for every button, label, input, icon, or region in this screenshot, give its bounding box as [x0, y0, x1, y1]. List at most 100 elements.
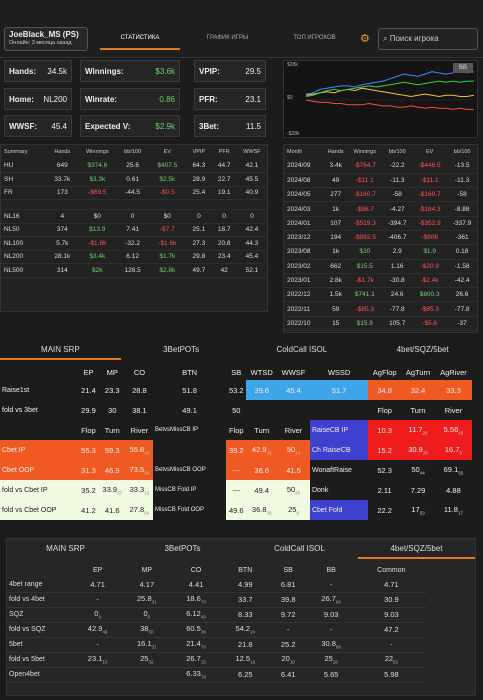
tab-3betpots[interactable]: 3BetPOTs: [164, 544, 201, 553]
summary-row[interactable]: NL200 28.1k $3.4k 6.12 $1.7k 29.8 23.4 45.4: [1, 250, 267, 264]
grid2-cell: -: [306, 577, 356, 593]
tab-top-players[interactable]: ТОП ИГРОКОВ: [293, 35, 336, 41]
grid-cell-value: 29.9: [81, 405, 96, 415]
grid-cell: 33.937: [98, 480, 126, 500]
monthly-row[interactable]: 2023/02 662 $15.5 1.16 -$20.9 -1.58: [284, 259, 477, 274]
grid2-cell-value: 4.71: [384, 579, 399, 589]
grid-cell-value: 36.8: [251, 504, 267, 514]
monthly-row[interactable]: 2024/08 49 -$11.1 -11.3 -$11.1 -11.3: [284, 173, 477, 189]
grid-cell-value: Ch RaiseCB: [311, 446, 351, 454]
monthly-row[interactable]: 2023/12 194 -$992.5 -406.7 -$806 -361: [284, 230, 477, 246]
stat-label: Hands:: [9, 67, 37, 76]
grid-cell-value: 41.2: [81, 505, 96, 515]
summary-row[interactable]: NL50 374 $13.9 7.41 -$7.7 25.1 18.7 42.4: [1, 223, 267, 237]
monthly-row[interactable]: 2023/01 2.8k -$1.7k -30.8 -$2.4k -42.4: [284, 273, 477, 289]
grid-cell: 1753: [401, 500, 435, 520]
grid-cell-value: River: [284, 425, 303, 435]
summary-cell: 314: [46, 263, 78, 278]
grid-cell: 5020: [277, 480, 310, 500]
stat-label: Winrate:: [85, 95, 117, 104]
monthly-row[interactable]: 2022/12 1.5k $741.1 24.6 $800.3 26.6: [284, 287, 477, 303]
grid2-cell-sample: 88: [335, 644, 341, 650]
monthly-row[interactable]: 2023/08 1k $30 2.9 $1.9 0.18: [284, 244, 477, 260]
grid2-cell: 25.2: [269, 637, 307, 653]
summary-cell: FR: [1, 186, 47, 200]
tab-game-graph[interactable]: ГРАФИК ИГРЫ: [206, 35, 249, 41]
grid-cell-value: 4.88: [446, 485, 461, 495]
user-card[interactable]: JoeBlack_MS (PS) Онлайн: 3 месяца назад: [4, 27, 88, 51]
monthly-cell: 15: [324, 316, 348, 332]
grid2-cell: 54.224: [220, 622, 270, 638]
grid-cell-value: 23.3: [104, 385, 120, 395]
stat-value: 11.5: [246, 122, 261, 131]
grid2-cell: 5bet: [7, 637, 73, 653]
stat-value: $2.9k: [155, 122, 175, 131]
grid2-cell-value: 6.12: [186, 609, 201, 619]
monthly-cell: -1.58: [447, 259, 477, 274]
grid2-header-cell: MP: [141, 566, 153, 574]
summary-cell: 0: [186, 209, 212, 224]
tab-4bet-sqz-5bet[interactable]: 4bet/SQZ/5bet: [358, 539, 475, 559]
grid2-cell: 26.715: [171, 652, 221, 668]
monthly-cell: -$160.7: [412, 187, 448, 203]
monthly-cell: 1k: [324, 244, 348, 260]
tab-coldcall-isol[interactable]: ColdCall ISOL: [274, 544, 325, 553]
tab-3betpots[interactable]: 3BetPOTs: [163, 345, 200, 354]
grid-cell: MissCB Fold IP: [153, 480, 227, 500]
chart-unit-badge[interactable]: BB: [453, 63, 473, 73]
search-icon: ⌕: [383, 34, 388, 43]
summary-cell: -$7.7: [148, 223, 187, 237]
summary-row[interactable]: SH 33.7k $3.3k 0.61 $2.5k 28.9 22.7 45.5: [1, 172, 267, 187]
monthly-row[interactable]: 2022/10 15 $15.9 105.7 -$5.6 -37: [284, 316, 477, 332]
grid-cell: 31.3: [78, 460, 99, 480]
grid-cell: 49.4: [246, 480, 278, 500]
grid-cell: River: [434, 400, 472, 420]
grid2-cell-value: 25: [140, 654, 149, 664]
grid-cell-value: ---: [232, 485, 241, 495]
grid-cell: 69.155: [434, 460, 472, 480]
monthly-header-cell: EV: [425, 149, 434, 155]
summary-row[interactable]: NL100 5.7k -$1.8k -32.2 -$1.6k 27.3 20.8 44.3: [1, 236, 267, 251]
grid-cell-value: 51.8: [182, 385, 197, 395]
grid-cell: 51.8: [153, 380, 227, 400]
monthly-row[interactable]: 2024/05 277 -$160.7 -58 -$160.7 -58: [284, 187, 477, 203]
monthly-cell: 2.8k: [324, 273, 348, 289]
grid-cell: [309, 400, 369, 420]
grid-cell-value: MissCB Fold IP: [155, 487, 197, 493]
summary-row[interactable]: NL16 4 $0 0 $0 0 0 0: [1, 209, 267, 224]
grid-cell: 5044: [401, 460, 435, 480]
monthly-cell: 59: [324, 301, 348, 317]
tab-statistics[interactable]: СТАТИСТИКА: [100, 30, 180, 50]
grid-cell: WTSD: [246, 364, 278, 380]
summary-cell: $13.9: [77, 223, 117, 237]
grid-cell: 41.5: [277, 460, 310, 480]
tab-main-srp[interactable]: MAIN SRP: [0, 340, 121, 360]
monthly-row[interactable]: 2022/11 59 -$85.3 -77.8 -$85.3 -77.8: [284, 301, 477, 317]
monthly-cell: -$806: [412, 230, 448, 246]
summary-cell: 45.5: [236, 172, 267, 187]
tab-coldcall-isol[interactable]: ColdCall ISOL: [276, 345, 328, 354]
grid2-cell: 6.81: [269, 577, 307, 593]
grid-cell-value: 22.2: [377, 505, 392, 515]
search-input[interactable]: ⌕ Поиск игрока: [378, 28, 478, 50]
monthly-row[interactable]: 2024/01 107 -$519.3 -394.7 -$352.9 -337.9: [284, 216, 477, 231]
summary-row[interactable]: NL500 314 $2k 126.5 $2.8k 49.7 42 52.1: [1, 263, 267, 278]
monthly-row[interactable]: 2024/03 1k -$88.7 -4.27 -$184.3 -8.88: [284, 201, 477, 217]
grid2-cell: 21.8: [220, 637, 270, 653]
stat-card: Winrate: 0.86: [80, 88, 180, 110]
summary-cell: NL100: [1, 236, 47, 251]
monthly-cell: 2024/03: [284, 201, 325, 217]
settings-gear-icon[interactable]: ⚙: [360, 33, 370, 45]
tab-4bet-sqz-5bet[interactable]: 4bet/SQZ/5bet: [396, 345, 449, 354]
monthly-cell: 105.7: [382, 316, 413, 332]
summary-row[interactable]: HU 649 $374.6 25.6 $407.5 64.3 44.7 42.1: [1, 159, 267, 173]
monthly-cell: -30.8: [382, 273, 413, 289]
grid2-cell: 3850: [122, 622, 172, 638]
tab-main-srp[interactable]: MAIN SRP: [46, 544, 85, 553]
summary-row[interactable]: FR 173 -$69.5 -44.5 -$0.5 25.4 19.1 40.9: [1, 186, 267, 200]
summary-spacer: [1, 199, 267, 210]
grid-cell: 258: [277, 500, 310, 520]
grid2-cell: 18.670: [171, 592, 221, 608]
monthly-cell: 2024/08: [284, 173, 325, 189]
monthly-row[interactable]: 2024/09 3.4k -$764.7 -22.2 -$446.5 -13.5: [284, 159, 477, 174]
